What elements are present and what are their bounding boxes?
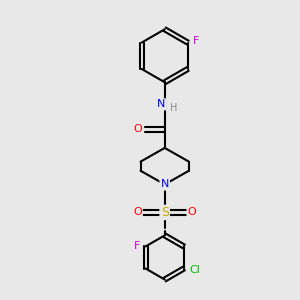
Text: O: O	[133, 207, 142, 218]
Text: O: O	[134, 124, 142, 134]
Text: S: S	[161, 206, 169, 219]
Text: N: N	[157, 99, 165, 110]
Text: Cl: Cl	[190, 265, 200, 275]
Text: F: F	[193, 36, 199, 46]
Text: O: O	[188, 207, 197, 218]
Text: N: N	[160, 179, 169, 190]
Text: F: F	[134, 242, 140, 251]
Text: H: H	[170, 103, 178, 113]
